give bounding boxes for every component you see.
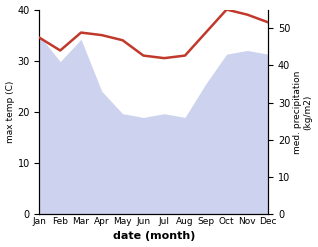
X-axis label: date (month): date (month) — [113, 231, 195, 242]
Y-axis label: max temp (C): max temp (C) — [5, 81, 15, 143]
Y-axis label: med. precipitation
(kg/m2): med. precipitation (kg/m2) — [293, 70, 313, 154]
